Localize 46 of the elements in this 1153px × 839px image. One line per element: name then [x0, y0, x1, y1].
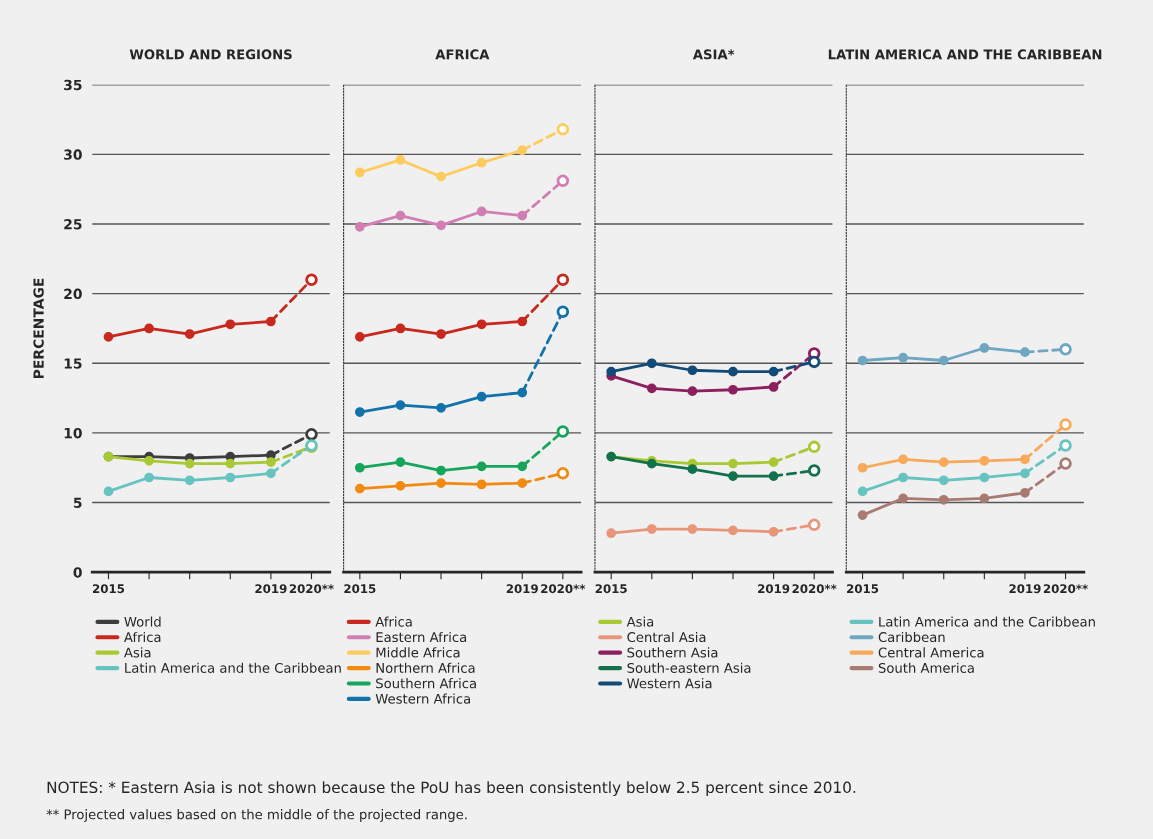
- legend-label: Southern Asia: [627, 647, 718, 658]
- legend-label: Central America: [878, 647, 984, 658]
- x-tick-label: 2015: [344, 584, 376, 594]
- y-tick-label: 30: [64, 149, 82, 160]
- legend-label: South America: [878, 662, 974, 673]
- legend-label: Latin America and the Caribbean: [125, 662, 341, 673]
- legend-label: Middle Africa: [376, 647, 460, 658]
- legend-label: Eastern Africa: [376, 631, 467, 643]
- x-tick-label: 2019: [255, 584, 287, 594]
- y-tick-label: 5: [73, 497, 82, 509]
- chart-title: LATIN AMERICA AND THE CARIBBEAN: [828, 49, 1102, 60]
- y-tick-label: 15: [64, 358, 82, 369]
- x-tick-label: 2019: [758, 584, 790, 594]
- legend-label: Asia: [626, 616, 654, 627]
- y-tick-label: 35: [64, 79, 82, 91]
- legend-label: Africa: [375, 616, 412, 627]
- x-tick-label: 2015: [595, 584, 627, 594]
- legend-label: World: [124, 616, 161, 627]
- chart-title: AFRICA: [435, 49, 490, 60]
- legend-label: Western Africa: [375, 693, 470, 704]
- x-tick-label: 2020**: [1043, 584, 1088, 594]
- legend-label: Central Asia: [627, 631, 706, 643]
- legend-label: Southern Africa: [376, 678, 476, 689]
- y-tick-label: 25: [64, 218, 82, 230]
- x-tick-label: 2020**: [792, 584, 837, 594]
- x-tick-label: 2020**: [541, 584, 586, 594]
- y-tick-label: 20: [64, 288, 82, 300]
- chart-title: WORLD AND REGIONS: [129, 49, 292, 60]
- y-tick-label: 0: [73, 567, 82, 578]
- legend-label: Caribbean: [878, 631, 945, 643]
- x-tick-label: 2019: [506, 584, 538, 594]
- y-axis-title: PERCENTAGE: [33, 278, 44, 379]
- x-tick-label: 2019: [1009, 584, 1041, 594]
- legend-label: Northern Africa: [376, 662, 475, 673]
- y-tick-label: 10: [64, 427, 82, 439]
- legend-label: Asia: [124, 647, 151, 658]
- legend-label: Latin America and the Caribbean: [879, 616, 1095, 627]
- x-tick-label: 2020**: [289, 584, 334, 594]
- x-tick-label: 2015: [92, 584, 125, 594]
- legend-label: South-eastern Asia: [627, 662, 751, 673]
- x-tick-label: 2015: [847, 584, 879, 594]
- legend-label: Africa: [124, 631, 161, 643]
- chart-title: ASIA*: [692, 49, 735, 60]
- text: ** Projected values based on the middle of the projected range.: [46, 809, 467, 822]
- legend-label: Western Asia: [627, 678, 712, 689]
- text: NOTES: * Eastern Asia is not shown because the PoU has been consistently below 2.5 percent since 2010.: [47, 781, 856, 797]
